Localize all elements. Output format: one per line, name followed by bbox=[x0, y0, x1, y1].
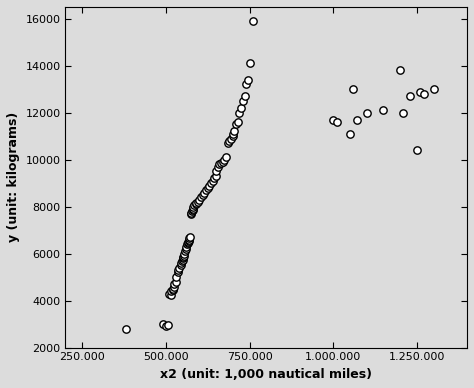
Point bbox=[185, 235, 193, 241]
X-axis label: x2 (unit: 1,000 nautical miles): x2 (unit: 1,000 nautical miles) bbox=[160, 368, 372, 381]
Point bbox=[179, 256, 186, 263]
Point bbox=[188, 208, 196, 215]
Point bbox=[333, 119, 340, 125]
Point bbox=[183, 241, 191, 248]
Point bbox=[197, 194, 205, 200]
Point bbox=[224, 140, 232, 146]
Point bbox=[237, 105, 245, 111]
Point bbox=[231, 128, 238, 135]
Point bbox=[400, 109, 407, 116]
Point bbox=[174, 269, 182, 275]
Point bbox=[162, 323, 170, 329]
Point bbox=[204, 185, 211, 191]
Point bbox=[226, 138, 233, 144]
Point bbox=[194, 199, 201, 205]
Point bbox=[185, 237, 192, 244]
Point bbox=[171, 284, 178, 290]
Point bbox=[202, 187, 210, 193]
Point bbox=[417, 88, 424, 95]
Point bbox=[346, 131, 354, 137]
Point bbox=[396, 67, 404, 73]
Point bbox=[172, 274, 180, 280]
Point bbox=[159, 321, 166, 327]
Point bbox=[210, 175, 218, 182]
Point bbox=[229, 131, 237, 137]
Point bbox=[209, 178, 217, 184]
Point bbox=[187, 211, 195, 217]
Point bbox=[184, 240, 191, 246]
Point bbox=[212, 168, 220, 175]
Point bbox=[174, 267, 182, 273]
Point bbox=[182, 248, 189, 255]
Point bbox=[236, 109, 243, 116]
Point bbox=[228, 135, 235, 142]
Point bbox=[239, 98, 246, 104]
Point bbox=[167, 292, 175, 298]
Point bbox=[363, 109, 371, 116]
Point bbox=[165, 291, 173, 297]
Point bbox=[246, 60, 253, 66]
Point bbox=[171, 281, 178, 287]
Point bbox=[192, 201, 200, 208]
Point bbox=[222, 154, 230, 160]
Point bbox=[201, 189, 208, 196]
Point bbox=[184, 239, 191, 245]
Point bbox=[182, 246, 190, 252]
Point bbox=[189, 206, 196, 212]
Point bbox=[219, 159, 227, 165]
Point bbox=[229, 133, 237, 139]
Point bbox=[234, 119, 242, 125]
Point bbox=[181, 251, 188, 257]
Point bbox=[178, 258, 186, 264]
Point bbox=[232, 121, 240, 128]
Point bbox=[185, 236, 193, 242]
Point bbox=[187, 210, 195, 216]
Point bbox=[242, 81, 250, 88]
Point bbox=[329, 117, 337, 123]
Point bbox=[167, 288, 175, 294]
Point bbox=[169, 286, 176, 292]
Point bbox=[189, 207, 196, 213]
Point bbox=[181, 253, 188, 259]
Point bbox=[192, 200, 200, 206]
Point bbox=[199, 192, 207, 198]
Point bbox=[217, 160, 225, 166]
Point bbox=[169, 287, 176, 293]
Point bbox=[180, 254, 187, 260]
Point bbox=[214, 164, 221, 170]
Point bbox=[186, 234, 194, 240]
Point bbox=[212, 173, 220, 179]
Point bbox=[244, 77, 252, 83]
Point bbox=[380, 107, 387, 113]
Point bbox=[164, 322, 171, 328]
Point bbox=[179, 255, 186, 262]
Y-axis label: y (unit: kilograms): y (unit: kilograms) bbox=[7, 112, 20, 242]
Point bbox=[122, 326, 129, 332]
Point bbox=[190, 204, 197, 210]
Point bbox=[191, 203, 198, 209]
Point bbox=[216, 161, 223, 168]
Point bbox=[420, 91, 428, 97]
Point bbox=[413, 147, 420, 153]
Point bbox=[430, 86, 438, 92]
Point bbox=[182, 244, 190, 250]
Point bbox=[177, 262, 185, 268]
Point bbox=[406, 93, 414, 99]
Point bbox=[196, 196, 203, 203]
Point bbox=[349, 86, 357, 92]
Point bbox=[177, 260, 185, 266]
Point bbox=[353, 117, 360, 123]
Point bbox=[206, 182, 213, 189]
Point bbox=[249, 18, 257, 24]
Point bbox=[172, 279, 180, 285]
Point bbox=[221, 157, 228, 163]
Point bbox=[241, 93, 248, 99]
Point bbox=[207, 180, 215, 186]
Point bbox=[175, 265, 183, 271]
